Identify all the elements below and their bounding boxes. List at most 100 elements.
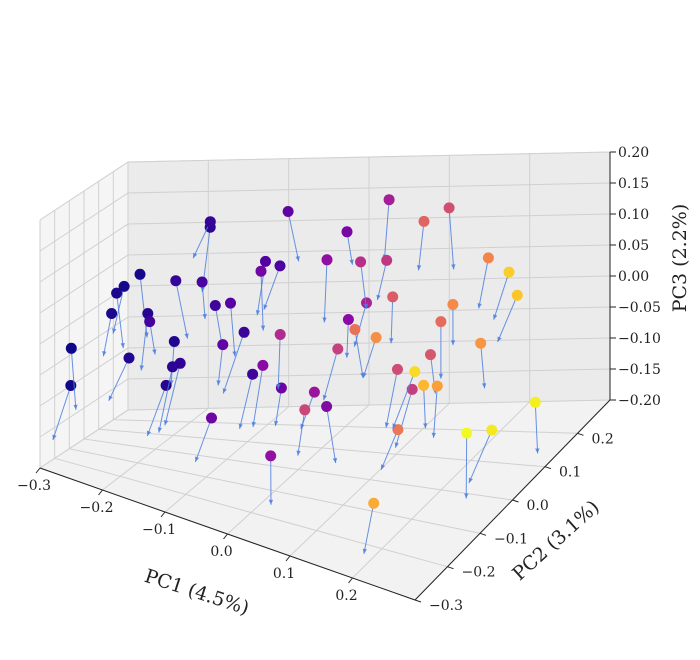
arrow-mark <box>116 293 124 349</box>
y-tick-mark <box>447 566 454 570</box>
z-tick-label: −0.20 <box>618 393 661 409</box>
arrow-mark <box>323 348 339 401</box>
arrowhead-mark <box>276 384 281 390</box>
y-tick-label: −0.1 <box>494 531 528 547</box>
arrowhead-mark <box>164 420 169 426</box>
arrowhead-mark <box>450 340 456 346</box>
y-tick-label: 0.0 <box>527 498 549 514</box>
scatter-point <box>418 215 430 227</box>
scatter-point <box>168 336 180 347</box>
scatter-point <box>160 379 172 391</box>
scatter-point <box>111 287 123 299</box>
y-tick-label: 0.2 <box>592 431 614 447</box>
scatter-point <box>134 268 146 280</box>
scatter-point <box>447 299 459 310</box>
arrow-mark <box>222 332 245 394</box>
scatter-point <box>321 254 333 266</box>
arrowhead-mark <box>423 423 428 429</box>
arrow-mark <box>326 406 337 464</box>
x-tick-mark <box>35 467 41 474</box>
arrow-mark <box>252 365 264 428</box>
arrow-mark <box>493 271 510 320</box>
arrowhead-mark <box>477 303 482 309</box>
scatter-point <box>260 255 271 267</box>
scatter-point <box>196 276 208 288</box>
scatter-point <box>392 424 404 436</box>
arrowhead-mark <box>535 448 540 454</box>
arrowhead-mark <box>384 422 390 428</box>
z-grid-line <box>39 399 611 469</box>
scatter-point <box>503 266 515 278</box>
arrowhead-mark <box>296 450 301 456</box>
chart-ticks: −0.3−0.2−0.10.00.10.2−0.3−0.2−0.10.00.10… <box>17 145 661 614</box>
arrow-mark <box>390 296 394 344</box>
x-tick-mark <box>160 511 166 518</box>
arrow-mark <box>277 334 281 390</box>
z-tick-label: −0.15 <box>618 362 661 378</box>
z-tick-label: 0.05 <box>618 238 649 254</box>
y-tick-mark <box>479 532 487 536</box>
x-tick-label: 0.0 <box>210 544 232 560</box>
arrow-mark <box>478 257 489 309</box>
scatter-point <box>387 291 399 303</box>
scatter-point <box>144 316 156 328</box>
arrow-mark <box>480 343 486 389</box>
arrow-mark <box>323 259 328 323</box>
arrow-mark <box>108 357 130 402</box>
arrow-mark <box>380 429 399 470</box>
x-tick-mark <box>348 577 353 584</box>
scatter-point <box>265 450 277 462</box>
scatter-point <box>361 297 372 309</box>
scatter-point <box>529 396 541 408</box>
scatter-point <box>255 265 267 277</box>
scatter-point <box>368 497 380 509</box>
arrow-mark <box>362 337 377 379</box>
arrowhead-mark <box>392 423 397 429</box>
arrowhead-mark <box>255 310 261 316</box>
y-tick-mark <box>512 499 519 503</box>
arrowhead-mark <box>363 303 369 309</box>
arrowhead-mark <box>394 442 399 448</box>
arrowhead-mark <box>263 304 268 310</box>
z-tick-label: −0.05 <box>618 300 661 316</box>
arrow-mark <box>274 387 282 427</box>
scatter-point <box>170 275 182 287</box>
arrowhead-mark <box>362 372 367 378</box>
z-tick-label: 0.20 <box>618 145 649 161</box>
x-tick-label: −0.2 <box>80 500 114 516</box>
arrow-mark <box>360 261 367 309</box>
arrowhead-mark <box>184 333 189 339</box>
arrow-mark <box>102 313 113 357</box>
arrow-mark <box>263 265 281 310</box>
arrow-mark <box>354 329 364 379</box>
scatter-point <box>418 379 430 391</box>
scatter-point <box>106 308 118 319</box>
scatter-point <box>247 368 259 380</box>
x-tick-label: −0.3 <box>17 478 51 494</box>
arrowhead-mark <box>468 477 473 484</box>
scatter-point <box>341 226 353 238</box>
arrowhead-mark <box>274 420 279 426</box>
arrowhead-mark <box>260 325 266 331</box>
arrow-mark <box>448 207 455 270</box>
x-tick-label: 0.2 <box>335 588 357 604</box>
scatter-point <box>443 202 455 214</box>
arrowhead-mark <box>169 380 174 386</box>
arrowhead-mark <box>193 252 198 259</box>
scatter-point <box>381 254 393 266</box>
y-tick-mark <box>414 599 422 603</box>
scatter-point <box>217 339 229 351</box>
scatter-point <box>118 280 130 292</box>
arrow-mark <box>433 385 438 438</box>
arrow-mark <box>346 319 349 358</box>
arrowhead-mark <box>216 380 221 386</box>
scatter-point <box>409 366 421 378</box>
scatter-point <box>65 342 77 354</box>
arrowhead-mark <box>146 430 152 436</box>
arrow-mark <box>534 402 539 454</box>
arrowhead-mark <box>157 427 162 433</box>
arrow-mark <box>395 389 413 448</box>
x-tick-mark <box>98 489 103 496</box>
arrowhead-mark <box>416 265 422 271</box>
arrowhead-mark <box>202 313 207 320</box>
